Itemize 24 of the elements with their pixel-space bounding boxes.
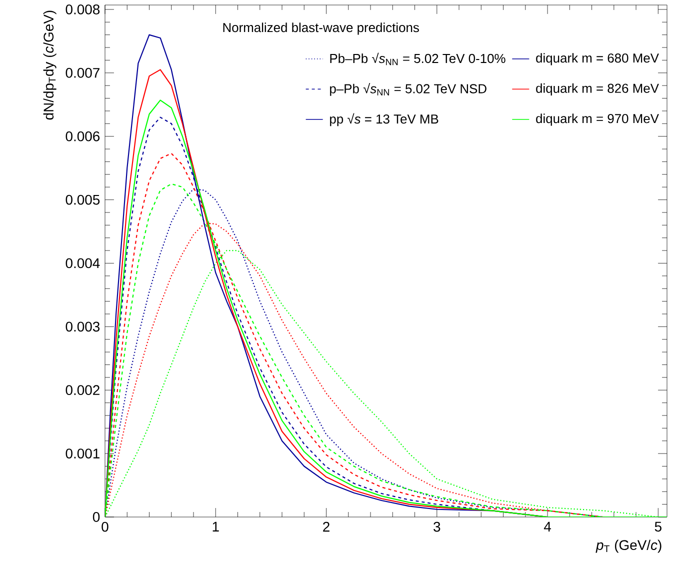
- y-tick-label: 0.007: [66, 68, 100, 78]
- legend-label: p–Pb √s$_{NN}$ = 5.02 TeV NSD: [330, 82, 486, 96]
- y-tick-label: 0.005: [66, 194, 100, 205]
- x-tick-label: 1: [212, 522, 219, 532]
- x-tick-label: 2: [323, 522, 330, 532]
- y-tick-label: 0.004: [66, 258, 100, 268]
- legend-label: diquark m = 970 MeV: [536, 114, 659, 126]
- x-axis-title: p$_{T}$ (GeV/c): [596, 540, 662, 553]
- y-tick-label: 0.001: [66, 448, 100, 458]
- y-tick-label: 0.006: [66, 131, 100, 142]
- x-tick-label: 5: [654, 522, 662, 532]
- legend-label: Pb–Pb √s$_{NN}$ = 5.02 TeV 0-10%: [330, 52, 506, 66]
- y-axis-title: dN/dp$_{T}$dy (c/GeV): [43, 10, 56, 120]
- legend-label: pp √s = 13 TeV MB: [330, 113, 438, 126]
- y-tick-label: 0.003: [66, 322, 100, 332]
- y-tick-label: 0: [92, 512, 100, 522]
- y-tick-label: 0.002: [66, 385, 100, 396]
- x-tick-label: 0: [102, 522, 108, 532]
- legend-label: diquark m = 826 MeV: [536, 83, 659, 96]
- legend-title: Normalized blast-wave predictions: [223, 22, 419, 35]
- x-tick-label: 3: [434, 522, 440, 532]
- x-tick-label: 4: [544, 522, 551, 532]
- y-tick-label: 0.008: [66, 4, 100, 14]
- annotation: diquark m = 680 MeV: [536, 53, 659, 66]
